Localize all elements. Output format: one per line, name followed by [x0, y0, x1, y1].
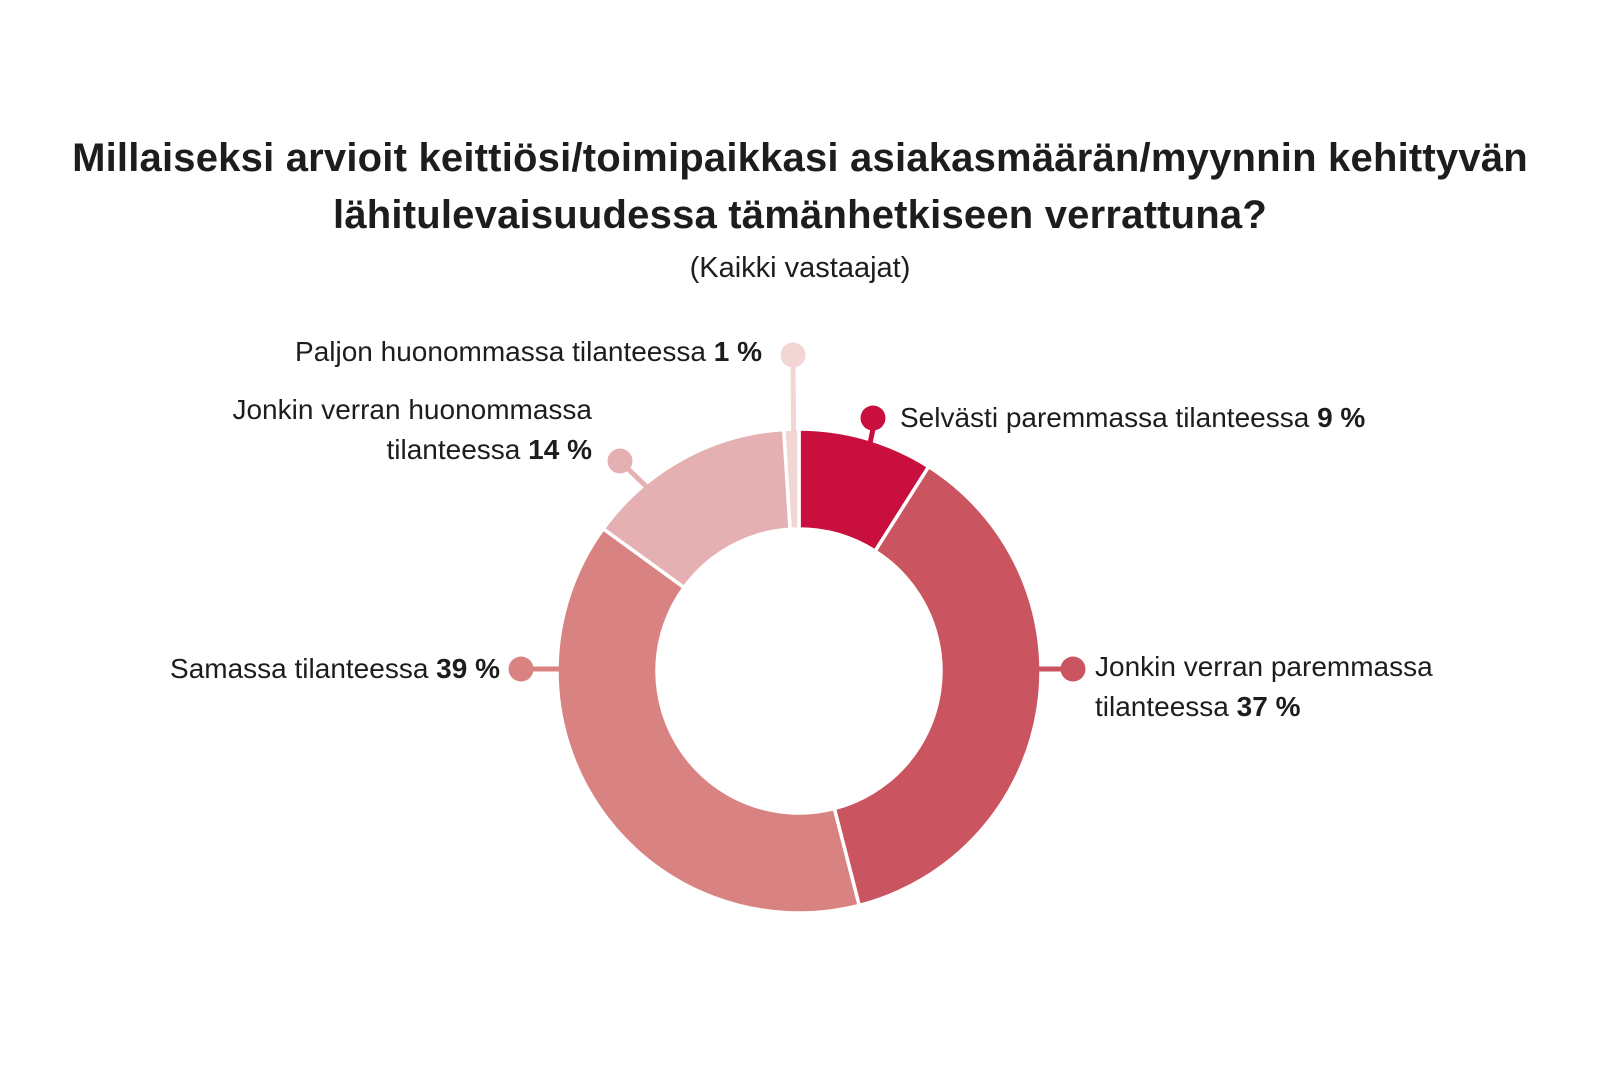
callout-paljon-huonommassa: Paljon huonommassa tilanteessa 1 %	[295, 332, 762, 372]
segment-value: 37 %	[1236, 691, 1301, 722]
chart-subtitle: (Kaikki vastaajat)	[689, 252, 911, 284]
leader-dot-0	[860, 405, 886, 431]
segment-label: Selvästi paremmassa tilanteessa	[900, 402, 1310, 433]
leader-line-4	[790, 361, 797, 478]
segment-label: Samassa tilanteessa	[170, 653, 429, 684]
donut-segment-1	[832, 464, 1043, 908]
segment-label: Jonkin verran huonommassa tilanteessa	[232, 394, 592, 465]
segment-value: 9 %	[1317, 402, 1366, 433]
segment-label: Jonkin verran paremmassa tilanteessa	[1095, 651, 1433, 722]
leader-dot-4	[780, 342, 806, 368]
callout-jonkin-verran-huonommassa: Jonkin verran huonommassa tilanteessa 14…	[142, 390, 592, 470]
segment-label: Paljon huonommassa tilanteessa	[295, 336, 706, 367]
segment-value: 39 %	[436, 653, 500, 684]
leader-dot-1	[1060, 656, 1086, 682]
callout-samassa-tilanteessa: Samassa tilanteessa 39 %	[170, 649, 500, 689]
segment-value: 14 %	[528, 434, 592, 465]
callout-selvasti-paremmassa: Selvästi paremmassa tilanteessa 9 %	[900, 398, 1365, 438]
leader-dot-2	[508, 656, 534, 682]
leader-dot-3	[607, 448, 633, 474]
callout-jonkin-verran-paremmassa: Jonkin verran paremmassa tilanteessa 37 …	[1095, 647, 1525, 727]
segment-value: 1 %	[713, 336, 762, 367]
donut-segment-2	[555, 526, 862, 915]
chart-title: Millaiseksi arvioit keittiösi/toimipaikk…	[72, 136, 1528, 237]
